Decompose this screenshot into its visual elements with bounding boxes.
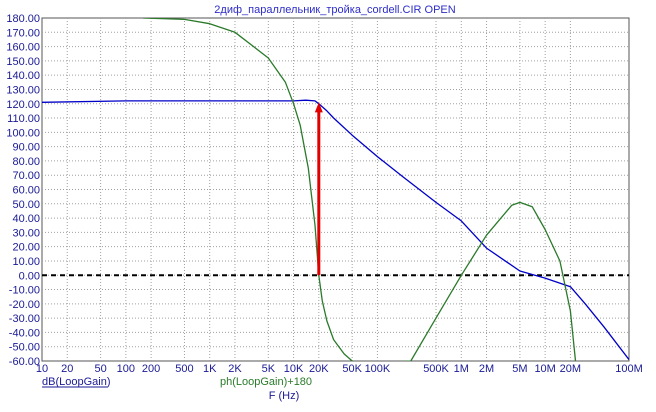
x-tick-label: 100	[117, 363, 135, 375]
y-tick-label: 100.00	[6, 127, 40, 139]
y-tick-label: 170.00	[6, 27, 40, 39]
x-tick-label: 20	[61, 363, 73, 375]
x-tick-label: 20M	[560, 363, 581, 375]
chart-title: 2диф_параллельник_тройка_cordell.CIR OPE…	[214, 4, 455, 16]
x-tick-label: 100K	[365, 363, 391, 375]
x-tick-label: 100M	[615, 363, 643, 375]
margin-arrow-head	[314, 102, 323, 113]
x-tick-label: 10K	[284, 363, 304, 375]
y-tick-label: -60.00	[9, 356, 40, 368]
x-tick-label: 20K	[309, 363, 329, 375]
y-tick-label: 20.00	[12, 242, 40, 254]
legend-phase-loopgain: ph(LoopGain)+180	[220, 376, 312, 388]
series-phase-loopgain	[142, 18, 577, 361]
y-tick-label: 110.00	[7, 113, 40, 125]
x-tick-label: 5K	[262, 363, 276, 375]
series-db-loopgain	[42, 99, 629, 360]
y-tick-label: 80.00	[12, 156, 40, 168]
x-tick-label: 10M	[534, 363, 555, 375]
y-tick-label: 30.00	[12, 227, 40, 239]
y-tick-label: 0.00	[19, 270, 40, 282]
y-tick-label: 130.00	[6, 84, 40, 96]
y-tick-label: -40.00	[9, 327, 40, 339]
y-tick-label: 150.00	[6, 56, 40, 68]
x-tick-label: 50	[94, 363, 106, 375]
x-tick-label: 1M	[454, 363, 469, 375]
y-tick-label: -50.00	[9, 342, 40, 354]
legend-db-loopgain: dB(LoopGain)	[42, 376, 111, 388]
y-tick-label: 70.00	[12, 170, 40, 182]
y-tick-label: 120.00	[6, 99, 40, 111]
x-tick-label: 5M	[512, 363, 527, 375]
x-tick-label: 50K	[342, 363, 362, 375]
x-tick-label: 10	[36, 363, 48, 375]
y-tick-label: 60.00	[12, 185, 40, 197]
y-tick-label: -20.00	[9, 299, 40, 311]
y-tick-label: 140.00	[6, 70, 40, 82]
y-tick-label: -10.00	[9, 285, 40, 297]
x-tick-label: 500K	[423, 363, 449, 375]
y-tick-label: 180.00	[6, 13, 40, 25]
y-tick-label: 40.00	[12, 213, 40, 225]
y-tick-label: 160.00	[6, 42, 40, 54]
y-tick-label: 10.00	[12, 256, 40, 268]
x-axis-label: F (Hz)	[269, 390, 300, 402]
x-tick-label: 2M	[479, 363, 494, 375]
x-tick-label: 2K	[228, 363, 242, 375]
x-tick-label: 200	[142, 363, 160, 375]
y-tick-label: 90.00	[12, 142, 40, 154]
y-tick-label: 50.00	[12, 199, 40, 211]
x-tick-label: 500	[175, 363, 193, 375]
y-tick-label: -30.00	[9, 313, 40, 325]
x-tick-label: 1K	[203, 363, 217, 375]
